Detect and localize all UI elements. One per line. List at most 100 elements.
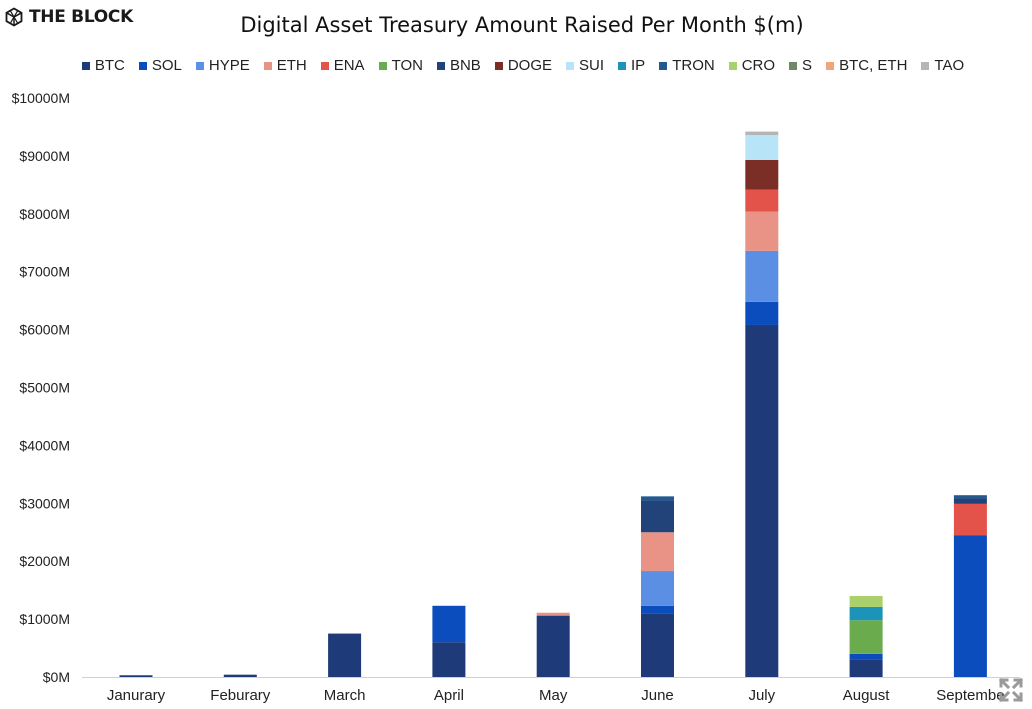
bar-segment: Septembe BNB bbox=[953, 498, 987, 504]
legend-swatch bbox=[659, 61, 668, 70]
legend-item-3: ETH bbox=[263, 57, 307, 74]
legend-item-11: CRO bbox=[728, 57, 776, 74]
bar-segment: June BTC bbox=[641, 613, 674, 677]
x-tick-label: April bbox=[434, 687, 464, 704]
legend-item-8: SUI bbox=[566, 57, 604, 74]
legend-swatch bbox=[728, 61, 737, 70]
legend-swatch bbox=[81, 61, 90, 70]
legend-item-12: S bbox=[789, 57, 812, 74]
bar-segment: June ETH bbox=[641, 532, 674, 572]
bar-segment: June BNB bbox=[641, 500, 674, 533]
legend-item-0: BTC bbox=[81, 57, 125, 74]
legend-label: TRON bbox=[672, 57, 715, 74]
legend-swatch bbox=[921, 61, 930, 70]
legend-swatch bbox=[494, 61, 503, 70]
legend-label: TON bbox=[391, 57, 423, 74]
y-tick-label: $4000M bbox=[19, 437, 70, 453]
y-tick-label: $9000M bbox=[19, 148, 70, 164]
chart-legend: BTC SOL HYPE ETH ENA TON BNB DOGE SUI IP TRON CRO S B… bbox=[0, 57, 1032, 74]
legend-swatch bbox=[263, 61, 272, 70]
bar-segment: July ENA bbox=[745, 189, 779, 212]
x-tick-label: Janurary bbox=[107, 687, 166, 704]
legend-item-5: TON bbox=[378, 57, 423, 74]
bar-segment: July DOGE bbox=[745, 159, 779, 190]
bar-segment: June TRON bbox=[641, 496, 674, 501]
bar-segment: April BTC bbox=[432, 642, 466, 677]
bar-segment: August CRO bbox=[849, 595, 883, 607]
y-tick-label: $3000M bbox=[19, 495, 70, 511]
bar-segment: Septembe SOL bbox=[953, 535, 987, 677]
legend-item-14: TAO bbox=[921, 57, 964, 74]
y-tick-label: $5000M bbox=[19, 380, 70, 396]
y-tick-label: $10000M bbox=[12, 90, 70, 106]
legend-label: BTC, ETH bbox=[839, 57, 908, 74]
legend-label: DOGE bbox=[507, 57, 552, 74]
legend-label: ENA bbox=[333, 57, 365, 74]
bar-segment: June HYPE bbox=[641, 571, 674, 606]
legend-swatch bbox=[320, 61, 329, 70]
x-tick-label: June bbox=[641, 687, 674, 704]
legend-swatch bbox=[566, 61, 574, 70]
bar-segment: March BTC bbox=[328, 633, 362, 677]
legend-swatch bbox=[436, 61, 445, 70]
legend-swatch bbox=[789, 61, 798, 70]
legend-swatch bbox=[618, 61, 627, 70]
y-tick-label: $0M bbox=[43, 669, 70, 685]
y-tick-label: $7000M bbox=[19, 264, 70, 280]
bar-segment: Janurary BTC bbox=[119, 675, 153, 677]
bar-segment: August BTC bbox=[849, 659, 883, 677]
bar-segment: August SOL bbox=[849, 653, 883, 660]
y-tick-label: $2000M bbox=[19, 553, 70, 569]
expand-arrows-icon[interactable] bbox=[996, 675, 1026, 705]
y-tick-label: $8000M bbox=[19, 206, 70, 222]
bar-segment: July SOL bbox=[745, 301, 779, 325]
x-tick-label: July bbox=[748, 687, 775, 704]
bar-segment: August IP bbox=[849, 606, 883, 621]
legend-label: HYPE bbox=[208, 57, 250, 74]
legend-label: ETH bbox=[276, 57, 307, 74]
the-block-cube-icon bbox=[5, 7, 23, 27]
x-tick-label: May bbox=[539, 687, 568, 704]
bar-segment: July TAO bbox=[745, 131, 779, 136]
legend-label: IP bbox=[631, 57, 646, 74]
bar-segment: May ETH bbox=[536, 612, 570, 616]
bar-segment: Septembe ENA bbox=[953, 503, 987, 536]
legend-item-2: HYPE bbox=[195, 57, 250, 74]
legend-label: BTC bbox=[94, 57, 125, 74]
chart-title: Digital Asset Treasury Amount Raised Per… bbox=[240, 13, 804, 37]
legend-item-10: TRON bbox=[659, 57, 715, 74]
legend-item-4: ENA bbox=[320, 57, 365, 74]
y-tick-label: $6000M bbox=[19, 322, 70, 338]
bar-segment: June SOL bbox=[641, 605, 674, 614]
legend-swatch bbox=[826, 61, 835, 70]
legend-item-9: IP bbox=[618, 57, 645, 74]
bar-segment: July BTC bbox=[745, 324, 779, 677]
legend-item-6: BNB bbox=[436, 57, 481, 74]
legend-swatch bbox=[378, 61, 387, 70]
legend-item-1: SOL bbox=[138, 57, 182, 74]
y-tick-label: $1000M bbox=[19, 611, 70, 627]
legend-item-13: BTC, ETH bbox=[826, 57, 907, 74]
legend-item-7: DOGE bbox=[494, 57, 552, 74]
bar-segment: July SUI bbox=[745, 135, 779, 160]
legend-swatch bbox=[195, 61, 204, 70]
legend-label: CRO bbox=[741, 57, 776, 74]
brand-name: THE BLOCK bbox=[29, 7, 133, 27]
x-tick-label: Septembe bbox=[936, 687, 1004, 704]
legend-label: S bbox=[802, 57, 813, 74]
x-tick-label: August bbox=[843, 687, 891, 704]
bar-segment: April SOL bbox=[432, 605, 466, 643]
bar-segment: Feburary BTC bbox=[223, 674, 257, 677]
brand: THE BLOCK bbox=[4, 7, 133, 27]
legend-swatch bbox=[138, 61, 147, 70]
x-tick-label: March bbox=[324, 687, 366, 704]
bar-segment: August TON bbox=[849, 620, 883, 654]
legend-label: BNB bbox=[449, 57, 481, 74]
bar-segment: Septembe TRON bbox=[953, 495, 987, 499]
legend-label: SOL bbox=[151, 57, 182, 74]
legend-label: TAO bbox=[934, 57, 965, 74]
bar-segment: July HYPE bbox=[745, 250, 779, 302]
legend-label: SUI bbox=[579, 57, 605, 74]
bar-segment: July ETH bbox=[745, 211, 779, 251]
